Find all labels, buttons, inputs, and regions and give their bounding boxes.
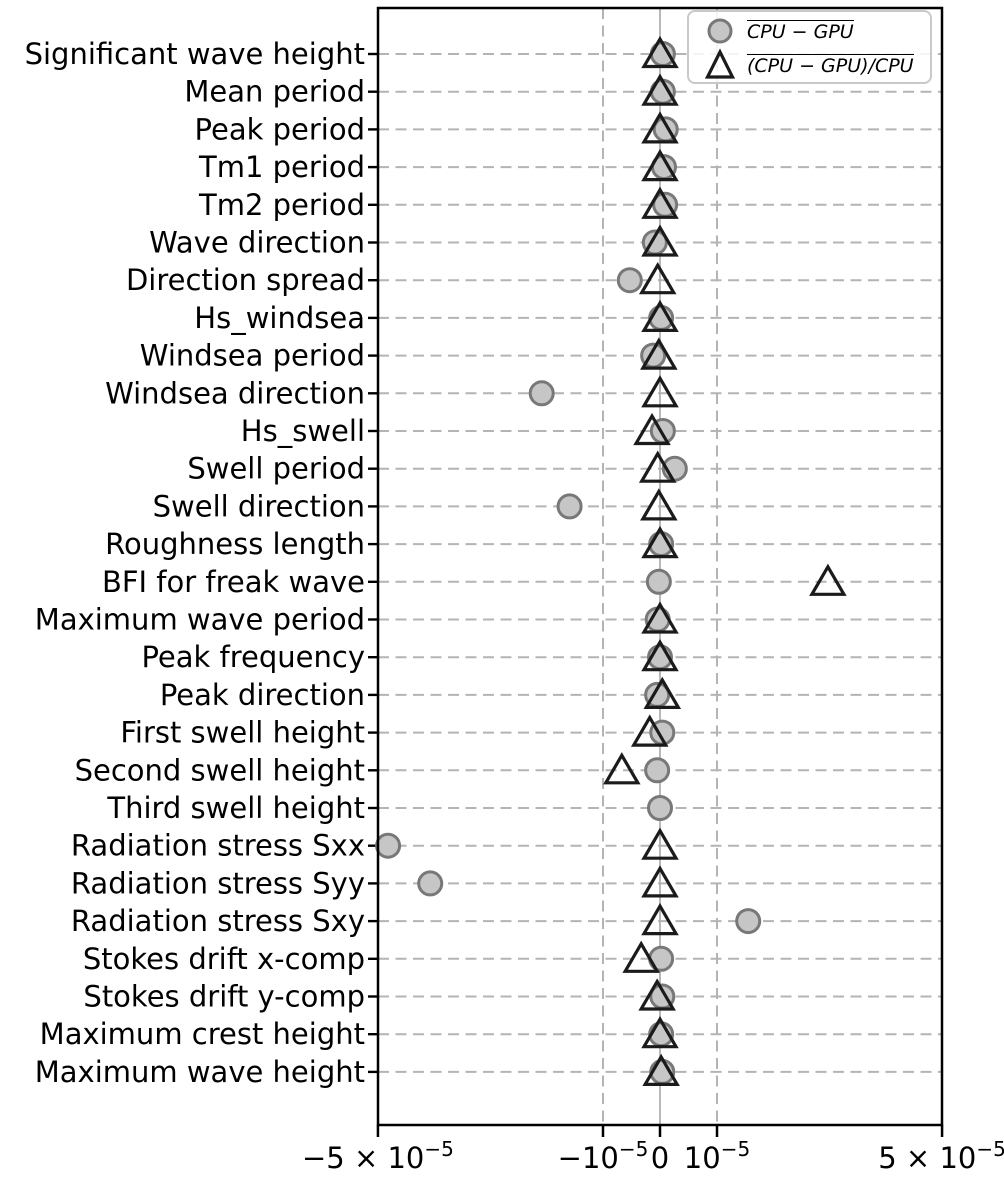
category-label: Stokes drift y-comp [83, 980, 365, 1014]
category-label: Mean period [184, 75, 365, 109]
triangle-marker [638, 450, 677, 483]
triangle-marker [641, 1016, 679, 1049]
triangle-marker [641, 299, 679, 332]
category-label: Peak period [195, 112, 365, 146]
triangle-marker [641, 73, 679, 106]
triangle-marker [630, 714, 669, 747]
triangle-marker [641, 148, 679, 182]
category-label: Windsea direction [105, 376, 365, 410]
circle-marker [644, 757, 671, 784]
circle-marker [647, 795, 673, 821]
category-label: Hs_swell [241, 414, 365, 448]
category-label: Hs_windsea [194, 301, 365, 335]
category-label: Tm2 period [198, 188, 365, 222]
category-label: Swell direction [153, 489, 365, 523]
category-label: Maximum wave period [35, 603, 365, 637]
category-label: Tm1 period [198, 150, 365, 184]
legend-label-cpu-minus-gpu: CPU − GPU [747, 19, 854, 43]
x-tick-label: 10−5 [684, 1137, 750, 1175]
triangle-marker [809, 563, 847, 596]
triangle-marker [643, 676, 682, 710]
circle-marker [616, 267, 643, 294]
category-label: Swell period [187, 452, 365, 486]
category-label: Direction spread [126, 263, 365, 297]
triangle-marker [641, 35, 679, 69]
category-label: Maximum wave height [35, 1055, 365, 1089]
triangle-marker [640, 488, 678, 521]
x-tick-label: −10−5 [558, 1137, 649, 1175]
triangle-marker [641, 827, 679, 860]
category-label: Third swell height [106, 791, 365, 825]
category-label: Peak frequency [141, 640, 365, 674]
category-label: Radiation stress Syy [71, 866, 365, 900]
category-label: Radiation stress Sxx [71, 829, 365, 863]
triangle-marker [641, 601, 679, 634]
triangle-marker [641, 865, 679, 898]
triangle-marker-icon [704, 48, 736, 79]
triangle-marker [642, 1053, 680, 1087]
category-label: Maximum crest height [40, 1017, 365, 1051]
triangle-marker [640, 337, 678, 370]
circle-marker [735, 908, 762, 935]
circle-marker [528, 380, 555, 407]
circle-marker [556, 493, 583, 520]
triangle-marker [641, 186, 679, 219]
triangle-marker [603, 752, 641, 785]
legend: CPU − GPU (CPU − GPU)/CPU [687, 10, 932, 84]
triangle-marker [641, 639, 679, 672]
triangle-marker [622, 940, 660, 973]
legend-entry-relative-diff: (CPU − GPU)/CPU [703, 48, 920, 82]
x-tick-label: 5 × 10−5 [878, 1137, 1004, 1175]
category-label: Wave direction [149, 226, 365, 260]
category-label: First swell height [120, 716, 365, 750]
circle-marker [375, 832, 402, 859]
category-label: Stokes drift x-comp [83, 942, 365, 976]
category-label: BFI for freak wave [102, 565, 365, 599]
category-label: Second swell height [75, 753, 365, 787]
triangle-marker [638, 262, 677, 295]
triangle-marker [641, 902, 679, 936]
category-label: Peak direction [160, 678, 365, 712]
triangle-marker [641, 525, 679, 559]
triangle-marker [638, 978, 676, 1011]
x-tick-label: 0 [651, 1141, 669, 1175]
circle-marker [417, 870, 444, 897]
category-label: Significant wave height [25, 37, 365, 71]
category-label: Windsea period [140, 339, 365, 373]
circle-marker [645, 568, 672, 595]
x-tick-label: −5 × 10−5 [302, 1137, 454, 1175]
triangle-marker [641, 375, 679, 408]
legend-entry-cpu-minus-gpu: CPU − GPU [703, 14, 920, 48]
legend-label-relative-diff: (CPU − GPU)/CPU [747, 53, 914, 77]
circle-marker-icon [707, 18, 733, 44]
category-label: Radiation stress Sxy [71, 904, 365, 938]
triangle-marker [641, 111, 679, 144]
triangle-marker [641, 224, 679, 257]
category-label: Roughness length [105, 527, 365, 561]
triangle-marker [633, 412, 671, 446]
